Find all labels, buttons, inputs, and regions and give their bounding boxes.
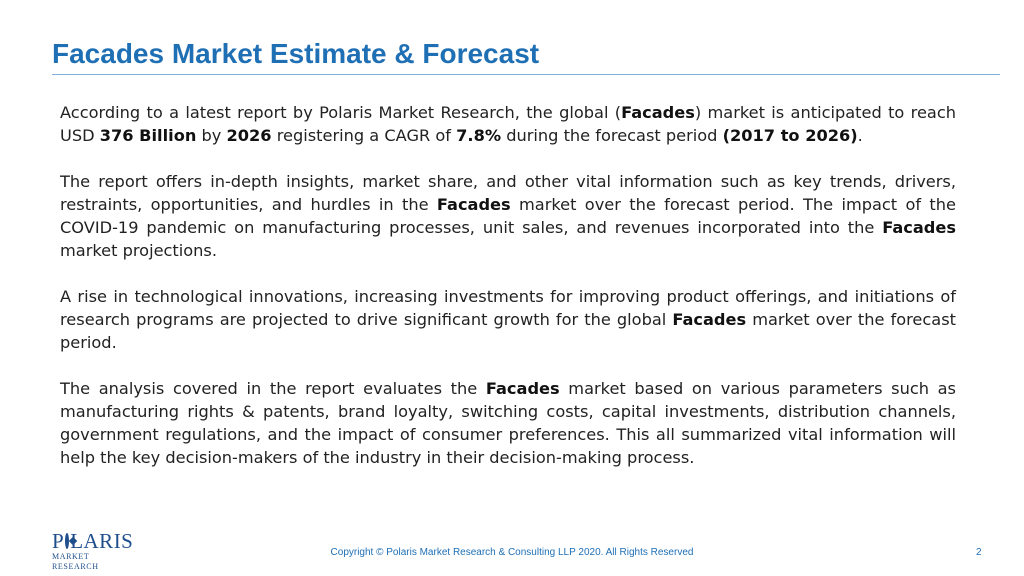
paragraph: The report offers in-depth insights, mar… <box>60 170 956 262</box>
paragraph: A rise in technological innovations, inc… <box>60 285 956 354</box>
text-run: The report offers in-depth insights, mar… <box>60 172 956 214</box>
logo-letter-p: P <box>52 529 65 553</box>
copyright-footer: Copyright © Polaris Market Research & Co… <box>330 547 694 558</box>
polaris-logo: P LARIS MARKET RESEARCH <box>52 529 134 571</box>
text-run: market projections. <box>60 241 218 260</box>
logo-subtitle: MARKET RESEARCH <box>52 552 99 571</box>
bold-highlight: 7.8% <box>456 126 502 145</box>
text-run: . <box>857 126 863 145</box>
bold-highlight: (2017 to 2026) <box>722 126 858 145</box>
slide-title: Facades Market Estimate & Forecast <box>52 38 540 69</box>
title-divider <box>52 74 1000 75</box>
text-run: market based on various parameters such … <box>60 379 956 467</box>
text-run: ) market is anticipated to reach USD <box>60 103 956 145</box>
text-run: A rise in technological innovations, inc… <box>60 287 956 329</box>
bold-highlight: Facades <box>621 103 695 122</box>
page-number: 2 <box>976 547 982 558</box>
text-run: registering a CAGR of <box>271 126 457 145</box>
bold-highlight: Facades <box>436 195 511 214</box>
text-run: According to a latest report by Polaris … <box>60 103 622 122</box>
text-run: market over the forecast period. <box>60 310 956 352</box>
bold-highlight: Facades <box>672 310 747 329</box>
compass-star-icon <box>65 533 70 549</box>
paragraph: According to a latest report by Polaris … <box>60 101 956 147</box>
paragraph: The analysis covered in the report evalu… <box>60 377 956 469</box>
body-text: According to a latest report by Polaris … <box>60 101 956 492</box>
logo-letters-laris: LARIS <box>70 529 134 553</box>
text-run: The analysis covered in the report evalu… <box>60 379 486 398</box>
bold-highlight: Facades <box>882 218 956 237</box>
text-run: market over the forecast period. The imp… <box>60 195 956 237</box>
bold-highlight: 376 Billion <box>99 126 197 145</box>
logo-wordmark: P LARIS <box>52 529 134 553</box>
bold-highlight: Facades <box>485 379 560 398</box>
text-run: by <box>196 126 227 145</box>
text-run: during the forecast period <box>501 126 723 145</box>
bold-highlight: 2026 <box>226 126 272 145</box>
